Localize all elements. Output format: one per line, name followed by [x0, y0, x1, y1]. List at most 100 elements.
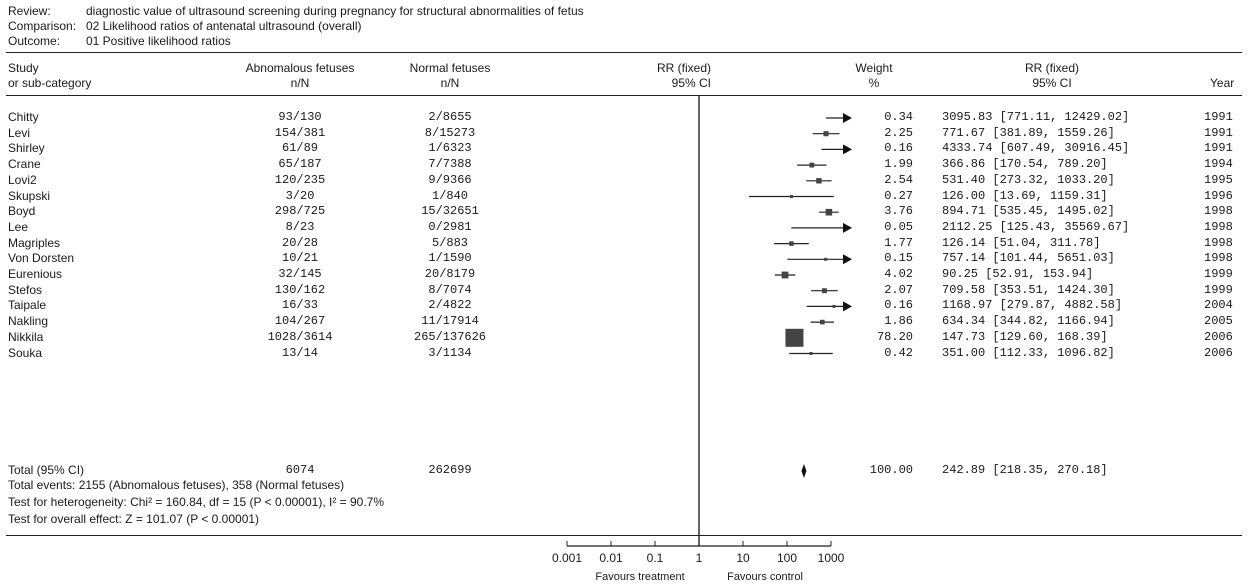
study-rr-ci: 126.14 [51.04, 311.78] [942, 235, 1101, 250]
abn-count: 65/187 [278, 157, 322, 172]
review-label: Review: [8, 4, 51, 18]
study-weight: 1.99 [884, 157, 913, 172]
study-point [785, 328, 804, 347]
study-weight: 0.16 [884, 141, 913, 156]
ci-arrow [843, 254, 852, 265]
study-rr-ci: 757.14 [101.44, 5651.03] [942, 251, 1115, 266]
total-norm: 262699 [428, 463, 472, 477]
study-weight: 2.07 [884, 282, 913, 297]
study-name: Lovi2 [8, 172, 37, 187]
study-year: 1991 [1204, 125, 1233, 140]
x-tick-label: 0.001 [551, 551, 583, 565]
x-tick-label: 100 [776, 551, 798, 565]
normal-count: 1/840 [431, 188, 469, 203]
study-year: 2005 [1204, 314, 1233, 329]
favours-treatment-label: Favours treatment [595, 571, 685, 583]
study-name: Taipale [8, 298, 47, 313]
abn-count: 16/33 [281, 298, 319, 313]
normal-count: 7/7388 [428, 157, 472, 172]
normal-count: 8/15273 [424, 125, 476, 140]
normal-count: 15/32651 [421, 204, 479, 219]
study-weight: 4.02 [884, 267, 913, 281]
study-rr-ci: 126.00 [13.69, 1159.31] [942, 188, 1108, 203]
abn-count: 1028/3614 [267, 329, 333, 344]
normal-count: 9/9366 [428, 172, 472, 187]
x-tick-label: 10 [736, 551, 750, 565]
col-rr-plot-line2: 95% CI [671, 76, 711, 90]
col-weight-line1: Weight [855, 61, 893, 75]
study-weight: 1.86 [884, 314, 913, 329]
ci-arrow [843, 301, 852, 312]
normal-count: 0/2981 [428, 219, 472, 234]
study-name: Levi [8, 125, 31, 140]
study-year: 1998 [1204, 219, 1233, 234]
x-tick-label: 1000 [817, 551, 845, 565]
study-rr-ci: 147.73 [129.60, 168.39] [942, 329, 1108, 344]
normal-count: 265/137626 [413, 329, 487, 344]
review-value: diagnostic value of ultrasound screening… [86, 4, 584, 18]
study-point [824, 257, 828, 261]
study-weight: 1.77 [884, 235, 913, 250]
study-name: Skupski [8, 188, 51, 203]
study-point [821, 288, 827, 294]
normal-count: 2/4822 [428, 298, 472, 313]
col-study-line2: or sub-category [8, 76, 92, 90]
col-rr-line1: RR (fixed) [1024, 61, 1080, 75]
study-weight: 0.16 [884, 298, 913, 313]
study-rr-ci: 709.58 [353.51, 1424.30] [942, 282, 1115, 297]
abn-count: 120/235 [274, 172, 326, 187]
study-weight: 0.42 [884, 345, 913, 360]
total-events: Total events: 2155 (Abnomalous fetuses),… [8, 478, 345, 492]
study-year: 2006 [1204, 345, 1233, 360]
normal-count: 1/6323 [428, 141, 472, 156]
study-name: Eurenious [8, 267, 63, 281]
abn-count: 61/89 [281, 141, 319, 156]
ci-arrow [843, 222, 852, 233]
abn-count: 104/267 [274, 314, 326, 329]
total-weight: 100.00 [869, 463, 913, 477]
col-rr-plot-line1: RR (fixed) [656, 61, 711, 75]
study-weight: 78.20 [876, 329, 913, 344]
ci-arrow [843, 113, 852, 123]
col-study-line1: Study [8, 61, 39, 75]
col-abn-line2: n/N [290, 76, 310, 90]
study-name: Lee [8, 219, 29, 234]
study-year: 1994 [1204, 157, 1233, 172]
study-name: Von Dorsten [8, 251, 75, 266]
normal-count: 3/1134 [428, 345, 472, 360]
total-label: Total (95% CI) [8, 463, 85, 477]
study-name: Magriples [8, 235, 61, 250]
normal-count: 11/17914 [421, 314, 479, 329]
study-rr-ci: 531.40 [273.32, 1033.20] [942, 172, 1115, 187]
study-rr-ci: 894.71 [535.45, 1495.02] [942, 204, 1115, 219]
outcome-value: 01 Positive likelihood ratios [86, 34, 231, 48]
study-rr-ci: 3095.83 [771.11, 12429.02] [942, 110, 1130, 124]
study-year: 1998 [1204, 204, 1233, 219]
outcome-label: Outcome: [8, 34, 61, 48]
x-tick-label: 0.1 [646, 551, 664, 565]
study-name: Souka [8, 345, 43, 360]
study-point [789, 241, 794, 246]
study-point [832, 304, 836, 308]
x-tick-label: 0.01 [599, 551, 623, 565]
study-name: Shirley [8, 141, 45, 156]
study-rr-ci: 90.25 [52.91, 153.94] [942, 267, 1094, 281]
study-year: 2004 [1204, 298, 1233, 313]
study-point [789, 195, 793, 198]
study-name: Stefos [8, 282, 43, 297]
overall-effect-test: Test for overall effect: Z = 101.07 (P <… [8, 512, 260, 526]
total-abn: 6074 [285, 463, 315, 477]
study-year: 1998 [1204, 251, 1233, 266]
total-rr-text: 242.89 [218.35, 270.18] [942, 463, 1108, 477]
study-year: 1999 [1204, 282, 1233, 297]
study-year: 1998 [1204, 235, 1233, 250]
abn-count: 3/20 [285, 188, 315, 203]
study-year: 1991 [1204, 141, 1233, 156]
normal-count: 5/883 [431, 235, 469, 250]
normal-count: 2/8655 [428, 110, 472, 124]
ci-arrow [843, 144, 852, 155]
col-abn-line1: Abnomalous fetuses [245, 61, 355, 75]
abn-count: 154/381 [274, 125, 326, 140]
favours-control-label: Favours control [727, 571, 803, 583]
header-rule [6, 95, 1242, 96]
